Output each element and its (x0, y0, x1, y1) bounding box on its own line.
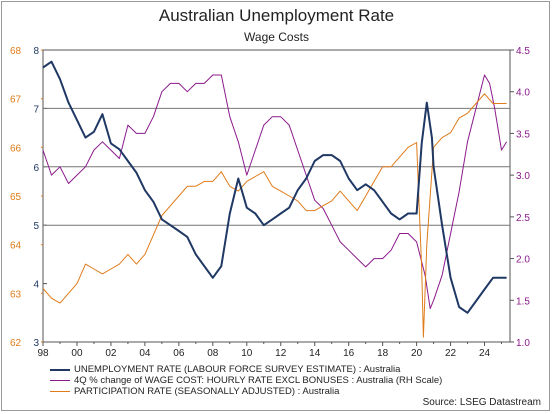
y-tick-label-right: 1.0 (516, 338, 530, 349)
x-tick-label: 14 (309, 348, 321, 359)
x-tick-label: 12 (275, 348, 287, 359)
x-tick-label: 10 (241, 348, 253, 359)
x-tick-label: 06 (173, 348, 185, 359)
chart-subtitle: Wage Costs (244, 30, 309, 44)
y-tick-label-right: 3.5 (516, 129, 530, 140)
y-tick-label-unemp: 5 (33, 221, 39, 232)
y-tick-label-unemp: 3 (33, 338, 39, 349)
x-tick-label: 98 (37, 348, 49, 359)
source-note: Source: LSEG Datastream (422, 397, 541, 408)
y-tick-label-right: 4.0 (516, 88, 530, 99)
legend-label-unemployment: UNEMPLOYMENT RATE (LABOUR FORCE SURVEY E… (74, 364, 401, 375)
chart-legend: UNEMPLOYMENT RATE (LABOUR FORCE SURVEY E… (50, 364, 442, 397)
y-tick-label-right: 3.0 (516, 171, 530, 182)
y-tick-label-unemp: 7 (33, 104, 39, 115)
y-tick-label-unemp: 6 (33, 163, 39, 174)
y-tick-label-participation: 66 (10, 143, 22, 154)
x-tick-label: 08 (207, 348, 219, 359)
y-tick-label-right: 2.5 (516, 213, 530, 224)
y-tick-label-participation: 65 (10, 192, 22, 203)
chart-axes (41, 49, 514, 346)
legend-swatch-participation (50, 391, 70, 392)
legend-label-participation: PARTICIPATION RATE (SEASONALLY ADJUSTED)… (74, 386, 340, 397)
y-tick-label-participation: 62 (10, 338, 22, 349)
series-line-wage-cost (42, 74, 508, 310)
y-tick-label-unemp: 8 (33, 46, 39, 57)
plot-border (42, 49, 511, 343)
y-tick-label-participation: 63 (10, 289, 22, 300)
legend-swatch-wage-cost (50, 380, 70, 381)
x-tick-label: 18 (377, 348, 389, 359)
x-tick-label: 20 (411, 348, 423, 359)
series-line-participation (42, 93, 507, 338)
y-tick-label-unemp: 4 (33, 280, 39, 291)
series-line-unemployment (42, 60, 507, 314)
y-tick-label-participation: 64 (10, 241, 22, 252)
x-tick-label: 22 (445, 348, 457, 359)
legend-item-participation: PARTICIPATION RATE (SEASONALLY ADJUSTED)… (50, 386, 442, 397)
y-tick-label-right: 4.5 (516, 46, 530, 57)
legend-swatch-unemployment (50, 368, 70, 371)
x-tick-label: 16 (343, 348, 355, 359)
legend-item-unemployment: UNEMPLOYMENT RATE (LABOUR FORCE SURVEY E… (50, 364, 442, 375)
series-lines (42, 60, 508, 338)
chart-title: Australian Unemployment Rate (158, 6, 395, 25)
x-tick-label: 24 (479, 348, 491, 359)
y-tick-label-participation: 68 (10, 46, 22, 57)
y-tick-label-right: 1.5 (516, 296, 530, 307)
y-tick-label-participation: 67 (10, 95, 22, 106)
legend-item-wage-cost: 4Q % change of WAGE COST: HOURLY RATE EX… (50, 375, 442, 386)
legend-label-wage-cost: 4Q % change of WAGE COST: HOURLY RATE EX… (74, 375, 443, 386)
y-tick-label-right: 2.0 (516, 255, 530, 266)
x-tick-label: 04 (139, 348, 151, 359)
x-tick-label: 00 (71, 348, 83, 359)
tick-labels: 98 00 02 04 06 08 10 12 14 16 18 20 22 24345678626364… (10, 46, 530, 359)
x-tick-label: 02 (105, 348, 117, 359)
